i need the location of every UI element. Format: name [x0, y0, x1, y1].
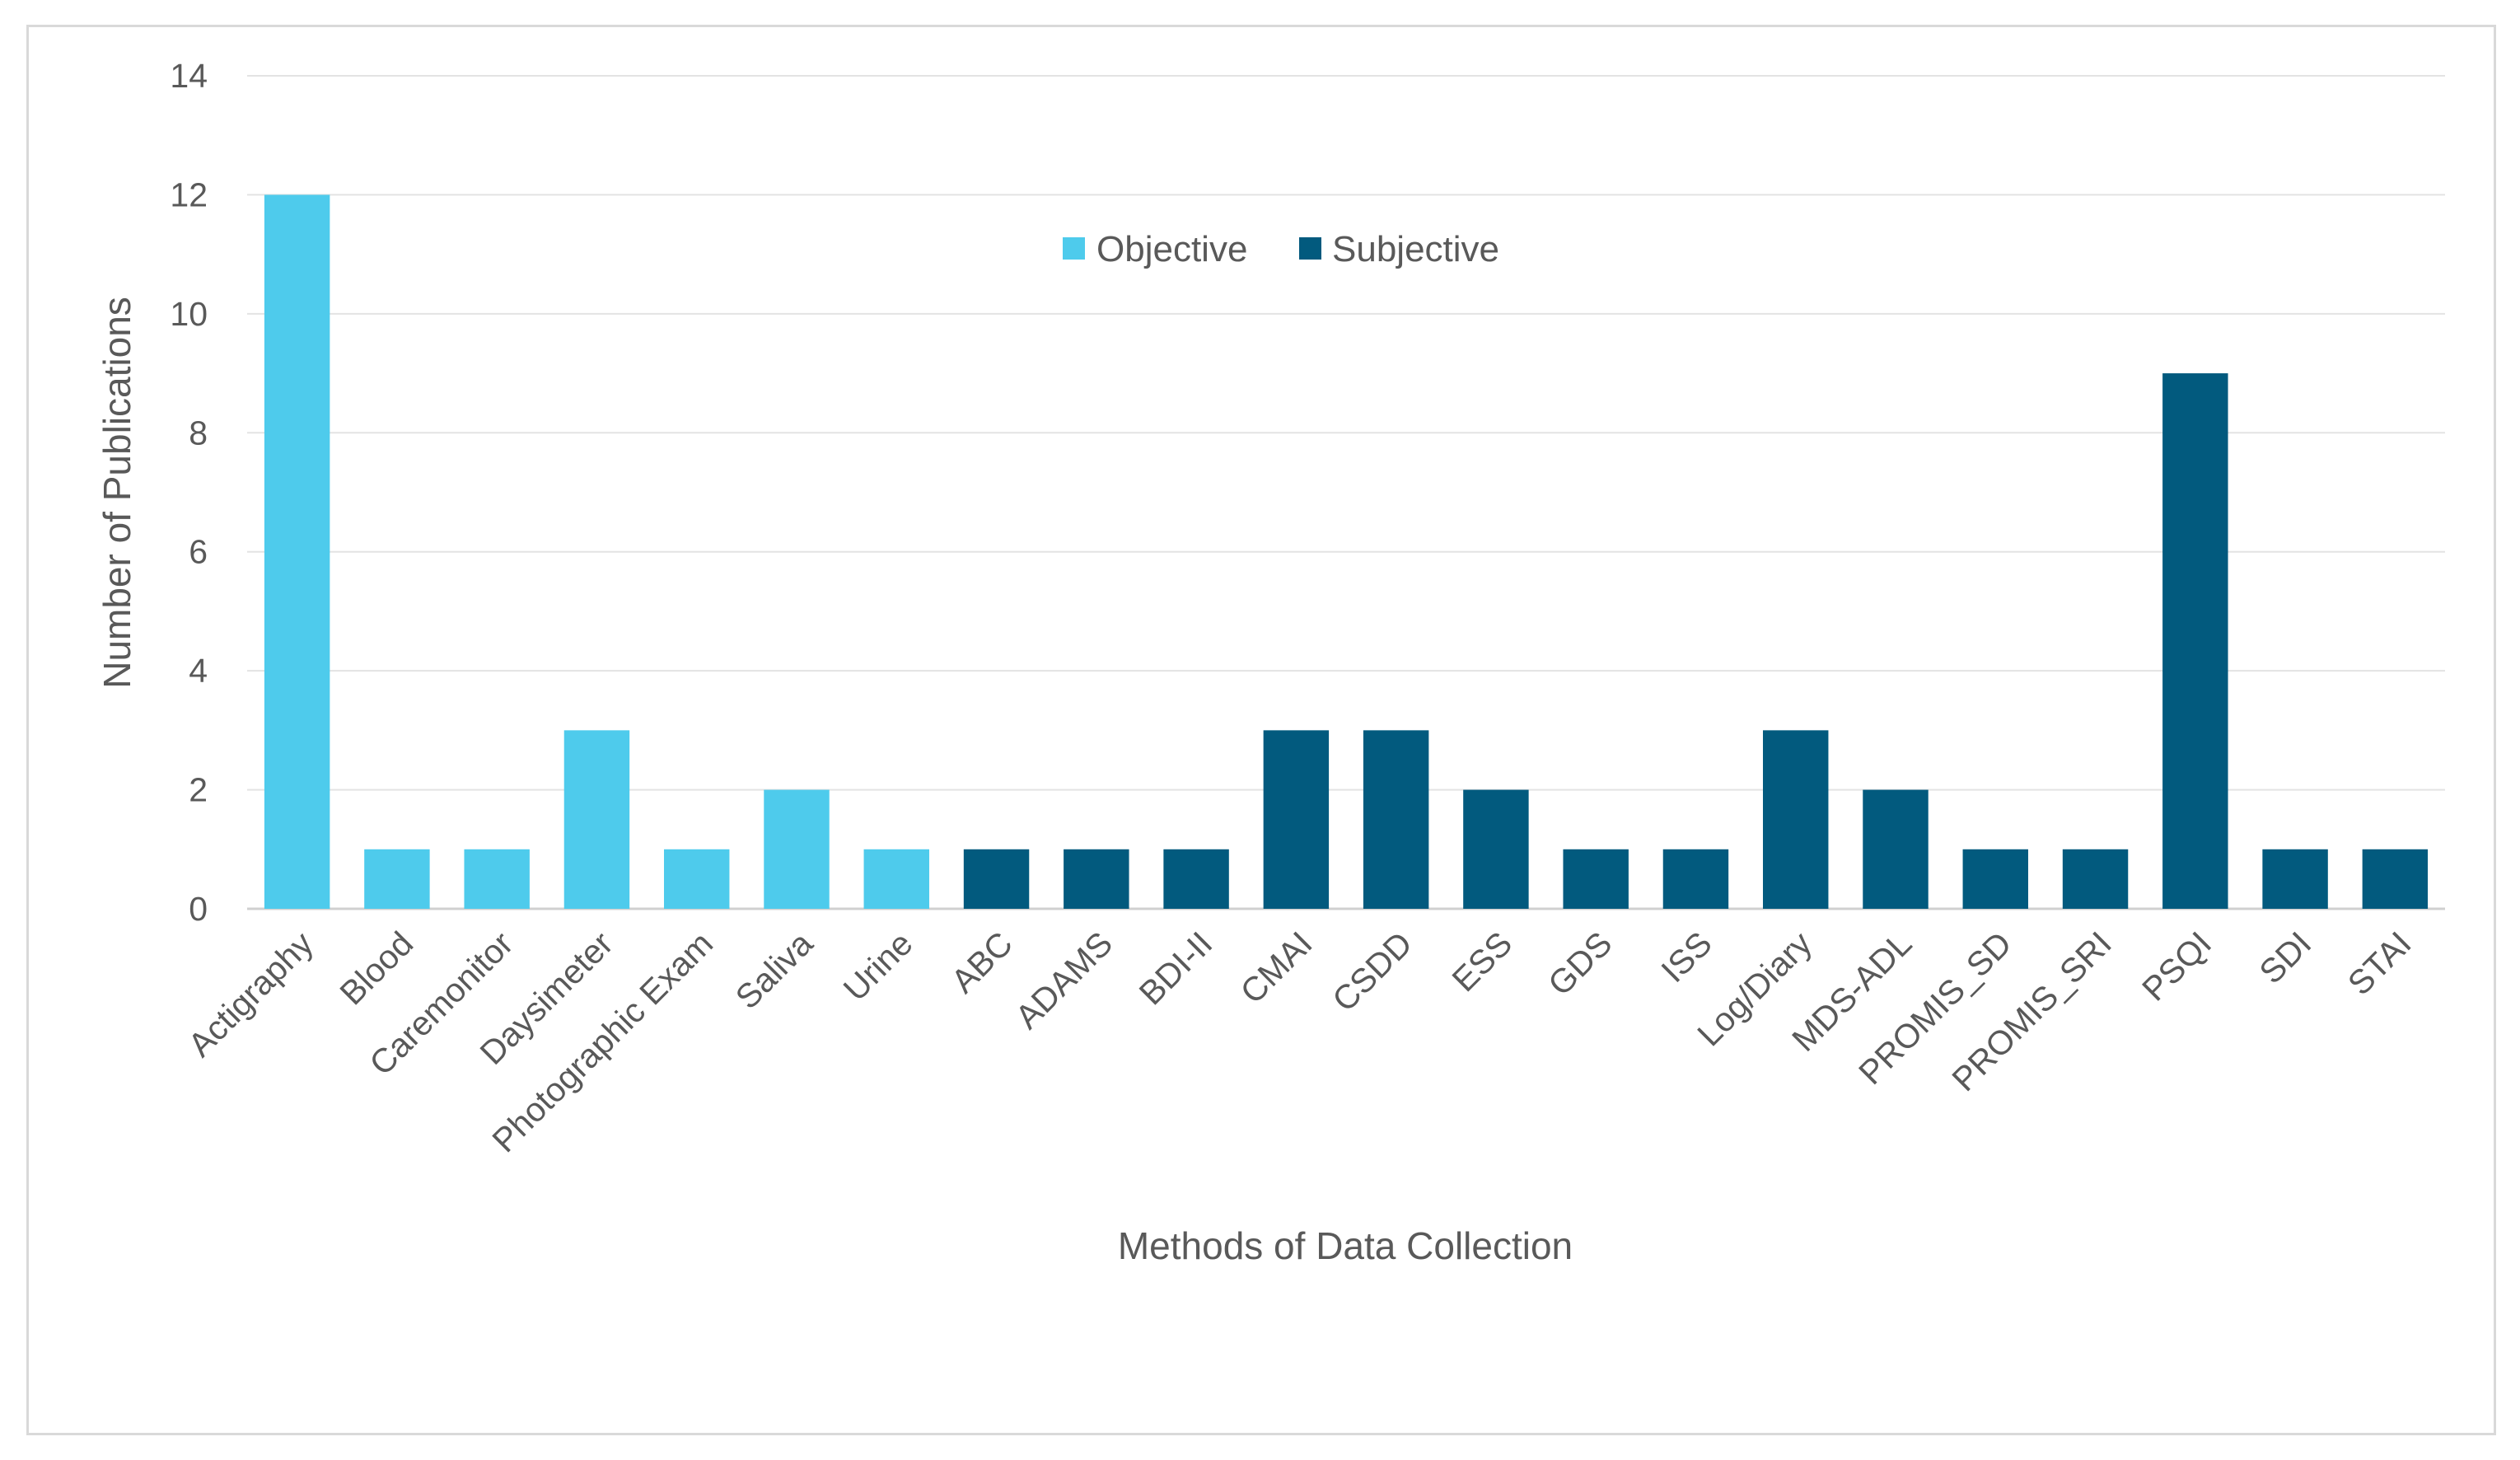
legend: Objective Subjective — [1063, 229, 1499, 269]
x-tick-label: CMAI — [1233, 924, 1320, 1011]
x-tick-label: Actigraphy — [180, 924, 320, 1064]
y-tick-label: 10 — [170, 295, 208, 333]
bar-adams — [1064, 849, 1129, 909]
y-axis-title: Number of Publications — [96, 297, 138, 689]
chart-frame — [26, 25, 2496, 1435]
bar-csdd — [1363, 730, 1429, 909]
bar-photographic-exam — [664, 849, 730, 909]
bar-promis-sri — [2062, 849, 2129, 909]
y-axis-ticks: 0 2 4 6 8 10 12 14 — [170, 57, 208, 928]
x-tick-label: Saliva — [728, 924, 821, 1017]
bar-blood — [364, 849, 430, 909]
x-tick-label: Blood — [333, 924, 421, 1013]
bar-iss — [1662, 849, 1729, 909]
bar-ess — [1463, 789, 1529, 909]
x-tick-label: GDS — [1541, 924, 1619, 1003]
x-tick-label: ESS — [1445, 924, 1520, 999]
x-axis-ticks: Actigraphy BloodCaremonitorDaysimeterPhot… — [180, 924, 2418, 1159]
bar-caremonitor — [464, 849, 530, 909]
legend-swatch-subjective — [1299, 237, 1321, 260]
x-tick-label: STAI — [2340, 924, 2419, 1003]
x-tick-label: CSDD — [1325, 924, 1419, 1019]
y-tick-label: 0 — [189, 890, 208, 928]
bar-log-diary — [1763, 730, 1829, 909]
y-tick-label: 4 — [189, 652, 208, 690]
x-tick-label: ABC — [944, 924, 1020, 1000]
legend-label-objective: Objective — [1096, 229, 1247, 269]
bar-abc — [963, 849, 1030, 909]
bar-actigraphy — [264, 194, 330, 909]
bar-cmai — [1263, 730, 1330, 909]
legend-swatch-objective — [1063, 237, 1085, 260]
x-tick-label: ISS — [1654, 924, 1719, 990]
bar-promis-sd — [1962, 849, 2028, 909]
bar-saliva — [764, 789, 830, 909]
x-tick-label: PSQI — [2134, 924, 2218, 1008]
x-tick-label: BDI-II — [1132, 924, 1220, 1013]
x-axis-title: Methods of Data Collection — [1118, 1224, 1573, 1267]
y-tick-label: 2 — [189, 771, 208, 809]
x-tick-label: Urine — [836, 924, 920, 1008]
bar-daysimeter — [563, 730, 630, 909]
bar-mds-adl — [1863, 789, 1929, 909]
y-tick-label: 12 — [170, 175, 208, 213]
bar-urine — [863, 849, 929, 909]
x-tick-label: ADAMS — [1008, 924, 1120, 1037]
bars — [264, 194, 2429, 910]
bar-psqi — [2162, 373, 2228, 910]
y-tick-label: 8 — [189, 414, 208, 452]
bar-bdi-ii — [1163, 849, 1229, 909]
x-tick-label: SDI — [2252, 924, 2319, 991]
bar-gds — [1563, 849, 1629, 909]
legend-label-subjective: Subjective — [1332, 229, 1499, 269]
y-tick-label: 6 — [189, 533, 208, 571]
y-tick-label: 14 — [170, 57, 208, 95]
bar-sdi — [2262, 849, 2328, 909]
bar-stai — [2362, 849, 2429, 909]
